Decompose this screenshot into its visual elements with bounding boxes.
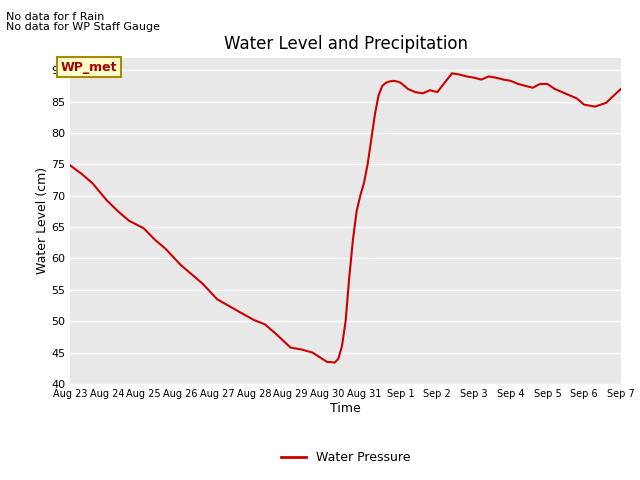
- Title: Water Level and Precipitation: Water Level and Precipitation: [223, 35, 468, 53]
- Text: No data for f Rain: No data for f Rain: [6, 12, 105, 22]
- X-axis label: Time: Time: [330, 402, 361, 415]
- Y-axis label: Water Level (cm): Water Level (cm): [36, 167, 49, 275]
- Text: No data for WP Staff Gauge: No data for WP Staff Gauge: [6, 22, 161, 32]
- Text: WP_met: WP_met: [61, 60, 117, 73]
- Legend: Water Pressure: Water Pressure: [276, 446, 415, 469]
